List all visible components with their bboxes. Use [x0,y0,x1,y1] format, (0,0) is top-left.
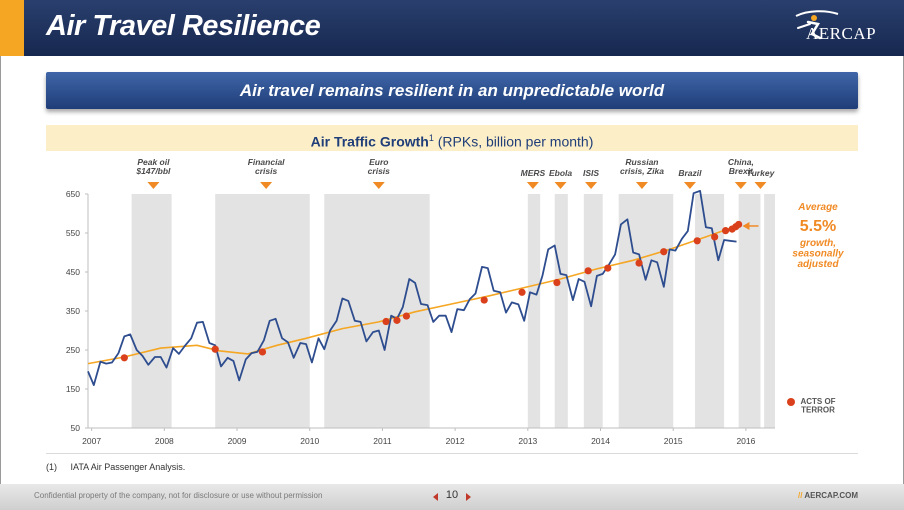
x-tick-label: 2015 [664,436,683,446]
chart-header-sup: 1 [428,133,434,143]
event-marker-0 [147,182,160,189]
x-tick-label: 2014 [591,436,610,446]
footnote-text: IATA Air Passenger Analysis. [70,462,186,472]
event-label-3: MERS [521,168,546,178]
event-label-0: Peak oil $147/bbl [135,157,171,176]
logo-text: AERCAP [806,24,877,43]
terror-event-dot-0 [120,354,128,362]
event-label-8: China, Brexit [728,157,754,176]
x-tick-label: 2010 [300,436,319,446]
terror-event-dot-13 [693,237,701,245]
x-tick-label: 2012 [446,436,465,446]
aercap-logo-icon [795,10,839,40]
footer-url-text: AERCAP.COM [804,491,859,500]
event-marker-2 [372,182,385,189]
annotation-line1: Average [797,202,838,213]
chart-header: Air Traffic Growth1 (RPKs, billion per m… [46,125,858,151]
x-tick-label: 2008 [155,436,174,446]
annotation-arrow-head [742,221,750,230]
event-label-4: Ebola [549,168,572,178]
terror-event-dot-1 [211,345,219,353]
shaded-period-3 [527,194,541,428]
event-marker-3 [526,182,539,189]
y-tick-label: 450 [66,267,80,277]
terror-event-dot-3 [382,317,390,326]
terror-event-dot-4 [393,316,401,324]
event-marker-4 [554,182,567,189]
legend-terror-label: ACTS OF TERROR [800,397,835,414]
confidential-notice: Confidential property of the company, no… [34,491,323,500]
shaded-period-9 [764,194,775,428]
terror-event-dot-9 [584,267,592,275]
event-label-9: Turkey [747,168,776,178]
footer: Confidential property of the company, no… [0,484,904,510]
y-tick-label: 250 [66,345,80,355]
legend-terror-dot [787,398,795,406]
terror-event-dot-15 [721,227,730,235]
event-marker-9 [754,182,767,189]
terror-event-dot-11 [635,259,643,267]
y-tick-label: 350 [66,306,80,316]
shaded-period-1 [215,194,310,428]
x-tick-label: 2011 [373,436,392,446]
footnote: (1) IATA Air Passenger Analysis. [46,462,185,472]
event-marker-8 [734,182,747,189]
terror-event-dot-10 [604,264,612,272]
terror-event-dot-7 [518,288,526,296]
event-marker-5 [585,182,598,189]
page-number: 10 [445,489,459,501]
shaded-period-8 [738,194,761,428]
title-bar: Air Travel Resilience AERCAP [0,0,904,56]
x-tick-label: 2013 [518,436,537,446]
event-marker-1 [260,182,273,189]
terror-event-dot-6 [480,296,488,304]
terror-event-dot-18 [735,220,743,229]
next-page-icon[interactable] [466,493,471,501]
terror-event-dot-2 [258,348,267,356]
event-label-5: ISIS [583,168,599,178]
chart-header-bold: Air Traffic Growth [310,133,429,150]
y-tick-label: 150 [66,384,80,394]
event-label-7: Brazil [678,168,702,178]
chart-header-rest: (RPKs, billion per month) [433,133,594,150]
y-tick-label: 50 [71,423,81,433]
previous-page-icon[interactable] [433,493,438,501]
y-tick-label: 550 [66,228,80,238]
footer-url-slash: // [798,491,803,500]
terror-event-dot-12 [660,248,668,256]
x-tick-label: 2007 [82,436,101,446]
shaded-period-7 [695,194,725,428]
event-label-6: Russian crisis, Zika [620,157,664,176]
shaded-period-5 [583,194,603,428]
terror-event-dot-5 [402,312,411,320]
annotation-line2: growth, seasonally adjusted [792,238,844,270]
x-tick-label: 2009 [228,436,247,446]
annotation-value: 5.5% [800,218,836,235]
event-label-1: Financial crisis [248,157,285,176]
shaded-period-6 [618,194,674,428]
event-marker-7 [683,182,696,189]
shaded-period-2 [324,194,430,428]
shaded-period-4 [554,194,568,428]
shaded-period-0 [131,194,172,428]
footer-url[interactable]: // AERCAP.COM [798,491,858,500]
event-label-2: Euro crisis [368,157,390,176]
title-accent [0,0,24,56]
subtitle-banner: Air travel remains resilient in an unpre… [46,72,858,109]
y-tick-label: 650 [66,189,80,199]
page-title: Air Travel Resilience [46,10,321,42]
event-marker-6 [635,182,648,189]
terror-event-dot-8 [553,278,561,287]
monthly-rpk-line [87,190,737,386]
terror-event-dot-14 [711,233,719,241]
banner-text: Air travel remains resilient in an unpre… [239,81,665,100]
x-tick-label: 2016 [736,436,755,446]
footnote-number: (1) [46,462,57,472]
